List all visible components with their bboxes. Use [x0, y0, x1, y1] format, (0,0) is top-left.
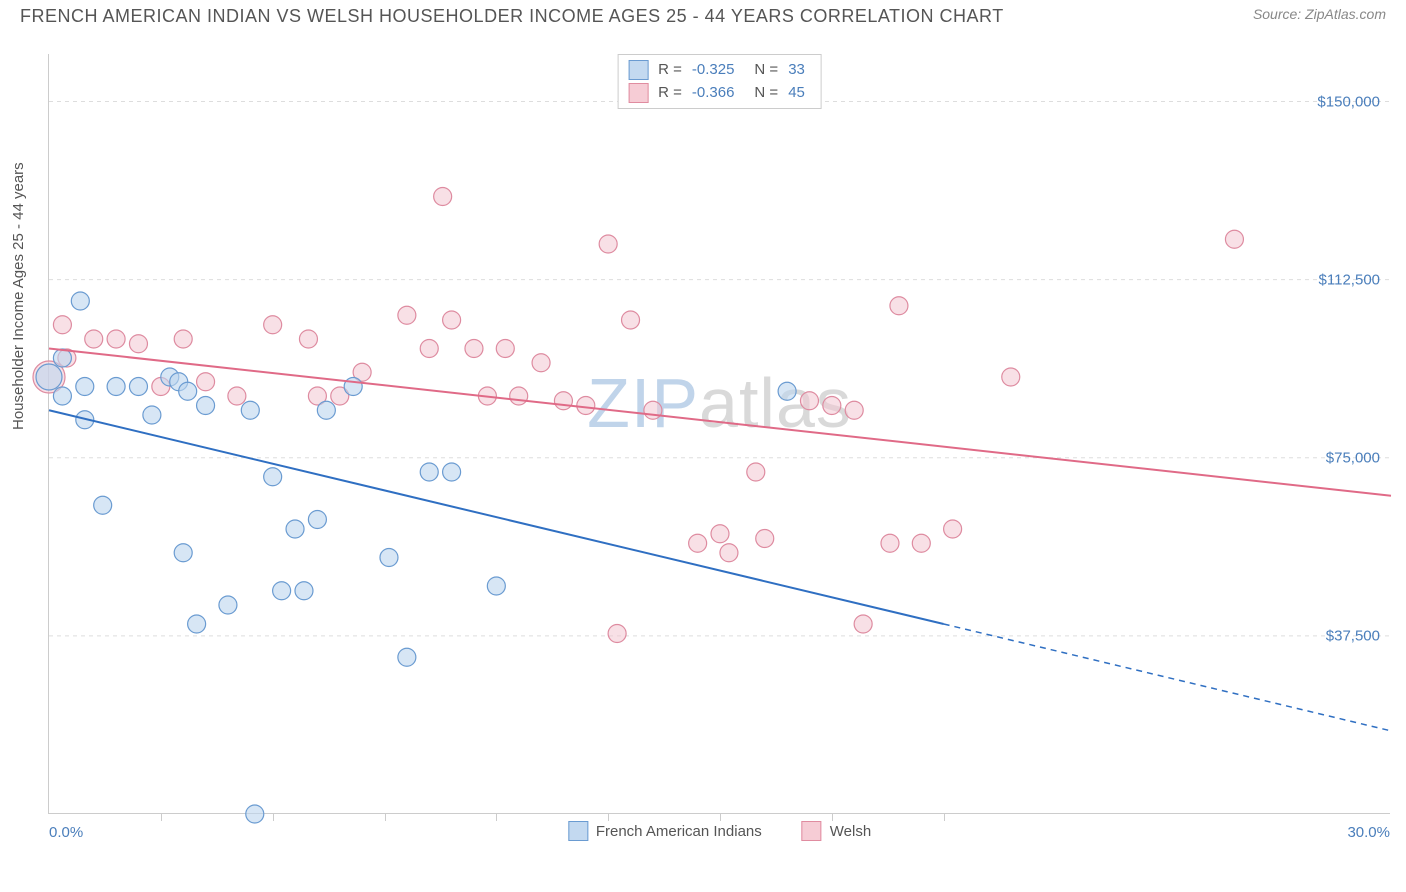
legend: French American Indians Welsh: [568, 821, 871, 841]
source-label: Source: ZipAtlas.com: [1253, 6, 1386, 22]
data-point: [496, 340, 514, 358]
data-point: [1002, 368, 1020, 386]
data-point: [823, 397, 841, 415]
data-point: [577, 397, 595, 415]
data-point: [273, 582, 291, 600]
data-point: [800, 392, 818, 410]
data-point: [465, 340, 483, 358]
data-point: [143, 406, 161, 424]
data-point: [890, 297, 908, 315]
data-point: [71, 292, 89, 310]
legend-label: French American Indians: [596, 823, 762, 840]
data-point: [845, 401, 863, 419]
data-point: [510, 387, 528, 405]
data-point: [107, 378, 125, 396]
data-point: [689, 534, 707, 552]
data-point: [881, 534, 899, 552]
data-point: [53, 349, 71, 367]
data-point: [747, 463, 765, 481]
chart-title: FRENCH AMERICAN INDIAN VS WELSH HOUSEHOL…: [20, 6, 1004, 27]
x-min-label: 0.0%: [49, 824, 83, 841]
data-point: [944, 520, 962, 538]
trendline-b: [49, 349, 1391, 496]
data-point: [487, 577, 505, 595]
data-point: [129, 378, 147, 396]
data-point: [264, 468, 282, 486]
data-point: [174, 544, 192, 562]
y-axis-label: Householder Income Ages 25 - 44 years: [10, 162, 27, 430]
data-point: [420, 340, 438, 358]
trendline-a-extrap: [944, 624, 1391, 731]
legend-item: French American Indians: [568, 821, 762, 841]
stats-box: R = -0.325N = 33R = -0.366N = 45: [617, 54, 822, 109]
data-point: [197, 397, 215, 415]
data-point: [241, 401, 259, 419]
data-point: [434, 188, 452, 206]
data-point: [76, 378, 94, 396]
y-tick-label: $37,500: [1326, 627, 1380, 644]
data-point: [380, 549, 398, 567]
data-point: [264, 316, 282, 334]
data-point: [36, 364, 62, 390]
y-tick-label: $112,500: [1319, 271, 1380, 288]
data-point: [398, 648, 416, 666]
data-point: [53, 316, 71, 334]
data-point: [644, 401, 662, 419]
data-point: [720, 544, 738, 562]
data-point: [228, 387, 246, 405]
data-point: [188, 615, 206, 633]
data-point: [179, 382, 197, 400]
plot-area: ZIPatlas $37,500$75,000$112,500$150,000 …: [48, 54, 1390, 814]
data-point: [53, 387, 71, 405]
data-point: [711, 525, 729, 543]
data-point: [129, 335, 147, 353]
y-tick-label: $150,000: [1317, 93, 1380, 110]
data-point: [608, 625, 626, 643]
data-point: [599, 235, 617, 253]
legend-swatch: [802, 821, 822, 841]
data-point: [219, 596, 237, 614]
scatter-svg: [49, 54, 1390, 813]
stats-row: R = -0.366N = 45: [628, 82, 805, 105]
data-point: [299, 330, 317, 348]
stats-row: R = -0.325N = 33: [628, 59, 805, 82]
y-tick-label: $75,000: [1326, 449, 1380, 466]
legend-label: Welsh: [830, 823, 871, 840]
data-point: [107, 330, 125, 348]
data-point: [174, 330, 192, 348]
data-point: [295, 582, 313, 600]
data-point: [554, 392, 572, 410]
data-point: [286, 520, 304, 538]
data-point: [778, 382, 796, 400]
data-point: [912, 534, 930, 552]
data-point: [622, 311, 640, 329]
legend-swatch: [568, 821, 588, 841]
x-max-label: 30.0%: [1347, 824, 1390, 841]
data-point: [85, 330, 103, 348]
data-point: [317, 401, 335, 419]
data-point: [532, 354, 550, 372]
data-point: [854, 615, 872, 633]
data-point: [443, 311, 461, 329]
data-point: [756, 530, 774, 548]
data-point: [197, 373, 215, 391]
data-point: [246, 805, 264, 823]
data-point: [420, 463, 438, 481]
legend-swatch: [628, 83, 648, 103]
data-point: [398, 306, 416, 324]
legend-item: Welsh: [802, 821, 871, 841]
data-point: [308, 511, 326, 529]
data-point: [1225, 230, 1243, 248]
data-point: [94, 496, 112, 514]
data-point: [443, 463, 461, 481]
legend-swatch: [628, 60, 648, 80]
